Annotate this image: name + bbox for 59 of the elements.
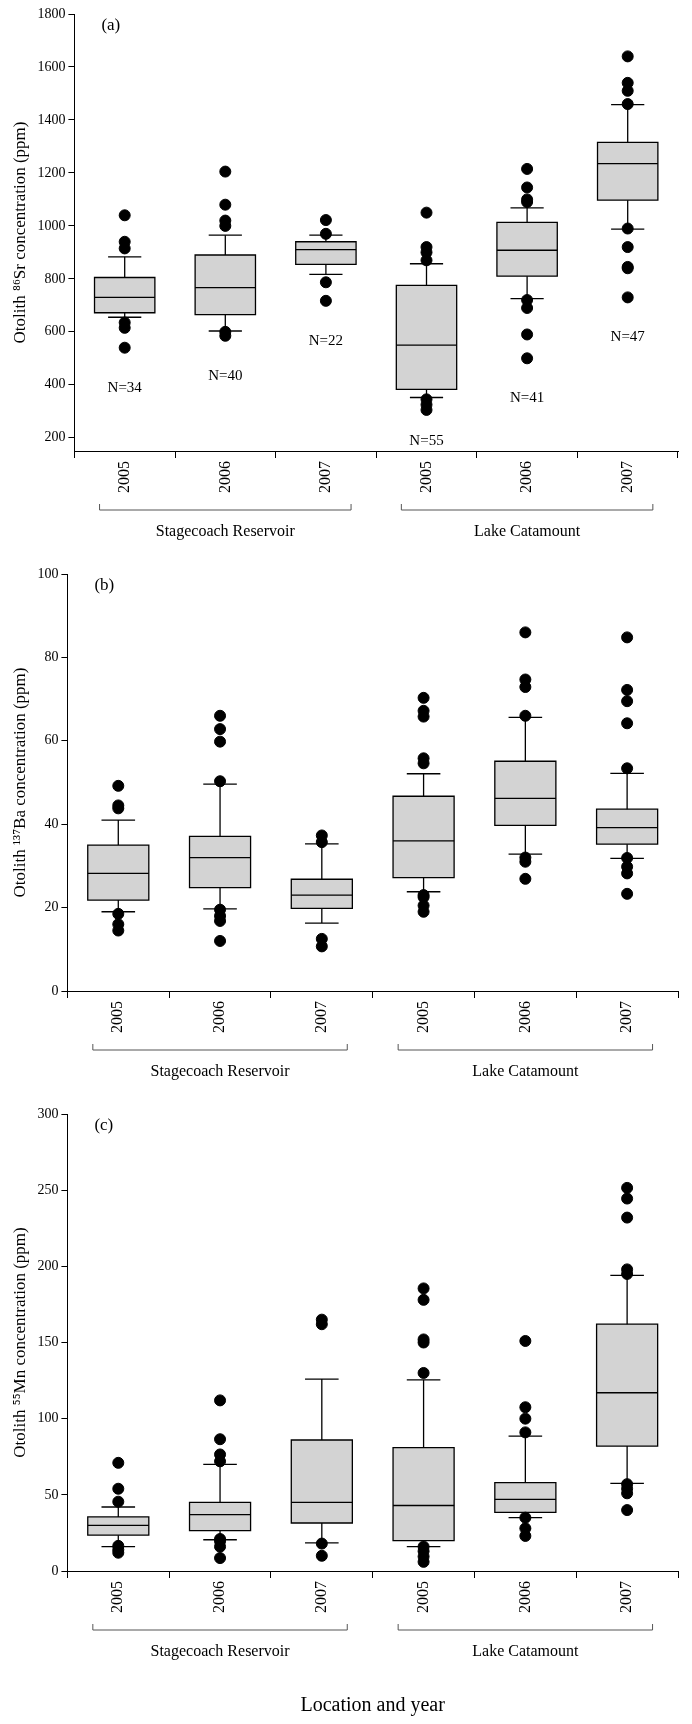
annotation: N=40 xyxy=(208,366,243,383)
y-tick-label: 600 xyxy=(44,323,66,339)
x-tick-label: 2007 xyxy=(617,1581,635,1613)
text: Stagecoach Reservoir xyxy=(155,522,296,541)
text: Stagecoach Reservoir xyxy=(150,1642,291,1661)
chart-title: (a) xyxy=(101,15,121,35)
x-tick-label: 2005 xyxy=(413,1001,431,1033)
x-tick-label: 2006 xyxy=(515,1001,533,1033)
y-tick-label: 50 xyxy=(44,1486,59,1502)
x-tick-label: 2007 xyxy=(312,1581,330,1613)
y-tick-label: 150 xyxy=(37,1334,59,1350)
y-tick-label: 1200 xyxy=(37,164,66,180)
x-tick-label: 2005 xyxy=(413,1581,431,1613)
text: Stagecoach Reservoir xyxy=(150,1062,291,1081)
y-tick-label: 1800 xyxy=(37,5,66,21)
x-tick-label: 2005 xyxy=(416,461,434,493)
text: Lake Catamount xyxy=(472,1062,579,1080)
y-tick-label: 0 xyxy=(51,982,59,998)
y-tick-label: 1600 xyxy=(37,58,66,74)
y-tick-label: 20 xyxy=(44,899,59,915)
y-tick-label: 400 xyxy=(44,376,66,392)
x-tick-label: 2006 xyxy=(210,1581,228,1613)
y-tick-label: 300 xyxy=(37,1105,59,1121)
x-tick-label: 2006 xyxy=(215,461,233,493)
y-axis-title: Otolith ⁸⁶Sr concentration (ppm) xyxy=(9,121,29,344)
x-tick-label: 2005 xyxy=(108,1001,126,1033)
x-axis-title: Location and year xyxy=(300,1693,446,1717)
y-axis-title: Otolith ⁵⁵Mn concentration (ppm) xyxy=(9,1227,29,1458)
annotation: N=22 xyxy=(308,331,344,348)
x-tick-label: 2005 xyxy=(108,1581,126,1613)
annotation: N=41 xyxy=(509,389,545,406)
y-tick-label: 1000 xyxy=(37,217,66,233)
x-tick-label: 2007 xyxy=(316,461,334,493)
y-axis-title: Otolith ¹³⁷Ba concentration (ppm) xyxy=(9,667,29,898)
text: Lake Catamount xyxy=(472,1642,579,1660)
y-tick-label: 1400 xyxy=(37,111,66,127)
y-tick-label: 200 xyxy=(37,1258,59,1274)
x-tick-label: 2006 xyxy=(515,1581,533,1613)
chart-title: (c) xyxy=(94,1115,114,1135)
y-tick-label: 100 xyxy=(37,1410,59,1426)
y-tick-label: 200 xyxy=(44,429,66,445)
x-tick-label: 2005 xyxy=(114,461,132,493)
annotation: N=47 xyxy=(610,328,646,345)
x-tick-label: 2006 xyxy=(517,461,535,493)
y-tick-label: 800 xyxy=(44,270,66,286)
x-tick-label: 2007 xyxy=(617,1001,635,1033)
y-tick-label: 80 xyxy=(44,649,59,665)
y-tick-label: 0 xyxy=(51,1562,59,1578)
chart-title: (b) xyxy=(94,575,115,595)
y-tick-label: 100 xyxy=(37,565,59,581)
annotation: N=55 xyxy=(409,431,444,448)
x-tick-label: 2007 xyxy=(312,1001,330,1033)
x-tick-label: 2006 xyxy=(210,1001,228,1033)
annotation: N=34 xyxy=(107,378,143,395)
y-tick-label: 60 xyxy=(44,732,59,748)
y-tick-label: 250 xyxy=(37,1181,59,1197)
x-tick-label: 2007 xyxy=(617,461,635,493)
y-tick-label: 40 xyxy=(44,815,59,831)
text: Lake Catamount xyxy=(474,522,581,540)
